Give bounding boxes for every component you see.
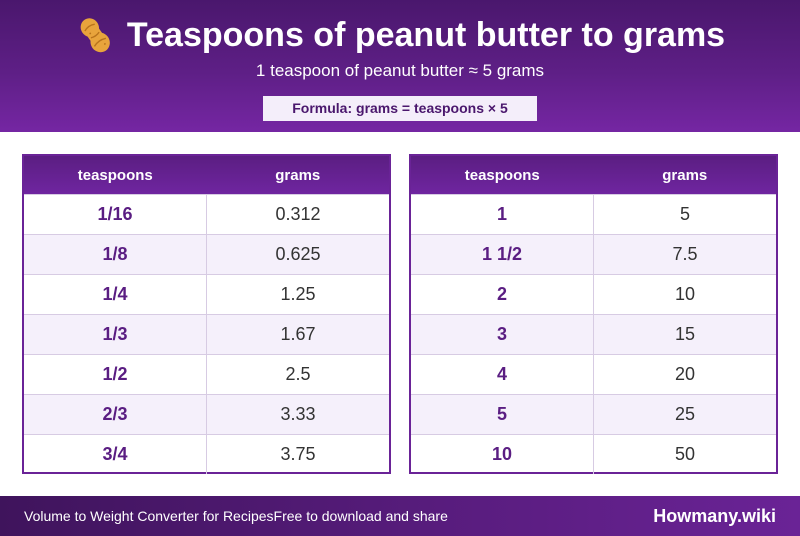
- table-row: 3/4 3.75: [24, 434, 389, 474]
- teaspoons-cell: 1/16: [24, 195, 207, 234]
- teaspoons-cell: 1/8: [24, 235, 207, 274]
- table-row: 2/3 3.33: [24, 394, 389, 434]
- footer-tagline: Volume to Weight Converter for Recipes: [24, 508, 274, 524]
- table-row: 3 15: [411, 314, 776, 354]
- grams-cell: 20: [674, 364, 696, 384]
- teaspoons-cell: 4: [411, 355, 594, 394]
- grams-cell: 0.625: [275, 244, 321, 264]
- table-row: 1 5: [411, 194, 776, 234]
- table-row: 1/8 0.625: [24, 234, 389, 274]
- column-header-teaspoons: teaspoons: [77, 166, 153, 184]
- conversion-table-left: teaspoons grams 1/16 0.312 1/8 0.625 1/4…: [22, 154, 391, 474]
- table-header: teaspoons grams: [411, 156, 776, 194]
- peanut-icon: [80, 18, 110, 53]
- grams-cell: 3.75: [280, 444, 316, 464]
- teaspoons-cell: 3: [411, 315, 594, 354]
- teaspoons-cell: 2: [411, 275, 594, 314]
- teaspoons-cell: 10: [411, 435, 594, 474]
- title-row: Teaspoons of peanut butter to grams: [0, 14, 800, 56]
- subtitle: 1 teaspoon of peanut butter ≈ 5 grams: [255, 61, 545, 80]
- formula-box: Formula: grams = teaspoons × 5: [263, 96, 537, 121]
- teaspoons-cell: 1/2: [24, 355, 207, 394]
- teaspoons-cell: 1 1/2: [411, 235, 594, 274]
- teaspoons-cell: 1/3: [24, 315, 207, 354]
- table-row: 1/16 0.312: [24, 194, 389, 234]
- grams-cell: 1.67: [280, 324, 316, 344]
- table-header: teaspoons grams: [24, 156, 389, 194]
- table-row: 1 1/2 7.5: [411, 234, 776, 274]
- teaspoons-cell: 3/4: [24, 435, 207, 474]
- page-title: Teaspoons of peanut butter to grams: [126, 16, 726, 54]
- grams-cell: 25: [674, 404, 696, 424]
- grams-cell: 3.33: [280, 404, 316, 424]
- table-row: 2 10: [411, 274, 776, 314]
- column-header-grams: grams: [275, 166, 321, 184]
- grams-cell: 7.5: [672, 244, 698, 264]
- grams-cell: 10: [674, 284, 696, 304]
- column-header-teaspoons: teaspoons: [464, 166, 540, 184]
- brand-logo: Howmany.wiki: [653, 506, 776, 526]
- header-banner: Teaspoons of peanut butter to grams 1 te…: [0, 0, 800, 132]
- table-row: 1/4 1.25: [24, 274, 389, 314]
- table-row: 4 20: [411, 354, 776, 394]
- teaspoons-cell: 1/4: [24, 275, 207, 314]
- table-row: 1/2 2.5: [24, 354, 389, 394]
- teaspoons-cell: 1: [411, 195, 594, 234]
- footer-text: Volume to Weight Converter for RecipesFr…: [24, 496, 448, 536]
- footer-share-note: Free to download and share: [273, 508, 448, 524]
- conversion-table-right: teaspoons grams 1 5 1 1/2 7.5 2 10 3 1 5 …: [409, 154, 778, 474]
- footer-bar: Volume to Weight Converter for RecipesFr…: [0, 496, 800, 536]
- table-row: 1/3 1.67: [24, 314, 389, 354]
- grams-cell: 2.5: [285, 364, 311, 384]
- teaspoons-cell: 2/3: [24, 395, 207, 434]
- grams-cell: 50: [674, 444, 696, 464]
- teaspoons-cell: 5: [411, 395, 594, 434]
- grams-cell: 15: [674, 324, 696, 344]
- table-row: 5 25: [411, 394, 776, 434]
- grams-cell: 5: [679, 204, 690, 224]
- table-row: 10 50: [411, 434, 776, 474]
- column-header-grams: grams: [662, 166, 708, 184]
- grams-cell: 0.312: [275, 204, 321, 224]
- grams-cell: 1.25: [280, 284, 316, 304]
